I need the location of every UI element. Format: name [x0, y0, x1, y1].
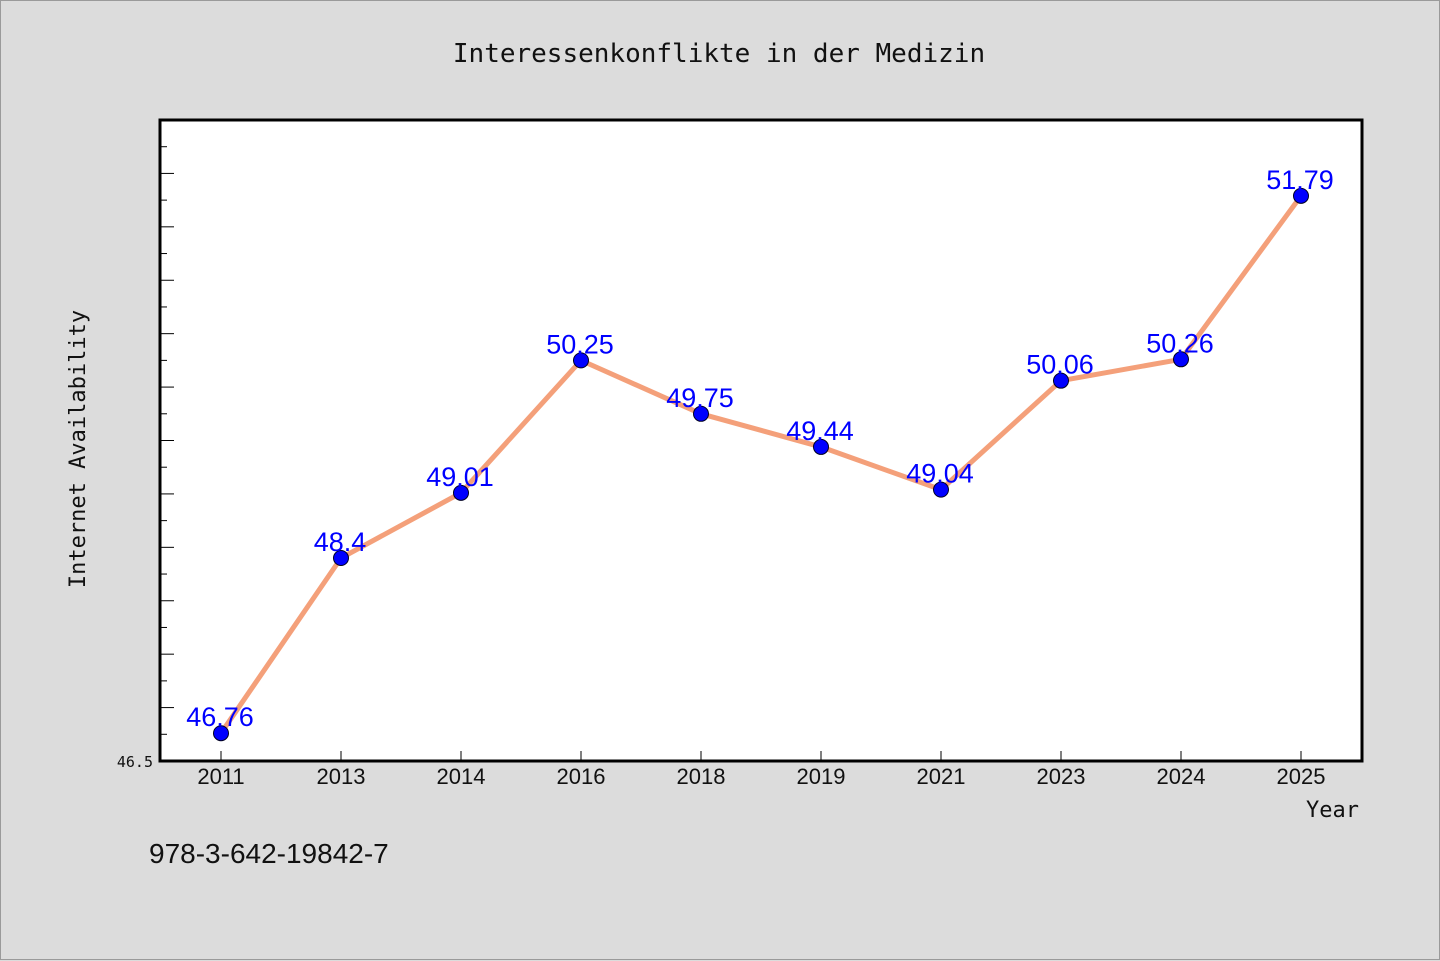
x-tick-label: 2016: [557, 764, 606, 789]
isbn-footer: 978-3-642-19842-7: [149, 838, 389, 869]
x-tick-label: 2019: [797, 764, 846, 789]
data-point: [813, 438, 829, 455]
x-tick-label: 2024: [1157, 764, 1206, 789]
data-label: 50.06: [1026, 350, 1094, 380]
y-ticks: [160, 146, 174, 762]
series-group: [213, 187, 1309, 742]
data-point: [1293, 187, 1309, 204]
x-tick-label: 2011: [197, 764, 244, 789]
data-label: 50.25: [546, 329, 614, 359]
data-point: [573, 352, 589, 369]
data-point: [453, 484, 469, 501]
data-point: [693, 405, 709, 422]
data-label: 49.75: [666, 383, 734, 413]
data-label: 46.76: [186, 702, 254, 732]
data-label: 49.01: [426, 462, 494, 492]
x-tick-label: 2021: [917, 764, 966, 789]
data-label: 51.79: [1266, 165, 1334, 195]
data-label: 50.26: [1146, 328, 1214, 358]
x-axis-label: Year: [1306, 798, 1359, 823]
x-tick-label: 2014: [437, 764, 486, 789]
x-tick-label: 2018: [677, 764, 726, 789]
y-tick-label-min: 46.5: [117, 753, 153, 771]
data-point: [1173, 351, 1189, 368]
data-label: 49.04: [906, 459, 974, 489]
plot-area: [158, 118, 1364, 763]
data-label: 49.44: [786, 416, 854, 446]
x-tick-label: 2025: [1277, 764, 1326, 789]
data-labels: 46.76 48.4 49.01 50.25 49.75 49.44 49.04 50.06 5…: [186, 165, 1334, 732]
y-axis-label: Internet Availability: [66, 310, 91, 588]
data-point: [333, 550, 349, 567]
data-label: 48.4: [314, 527, 367, 557]
x-ticks: 2011 2013 2014 2016 2018 2019 2021 2023 2024 2025: [197, 751, 1325, 789]
x-tick-label: 2023: [1037, 764, 1086, 789]
chart-title: Interessenkonflikte in der Medizin: [453, 39, 985, 69]
data-point: [213, 725, 229, 742]
data-point: [1053, 372, 1069, 389]
series-line: [218, 193, 1304, 736]
x-tick-label: 2013: [317, 764, 366, 789]
data-point: [933, 481, 949, 498]
